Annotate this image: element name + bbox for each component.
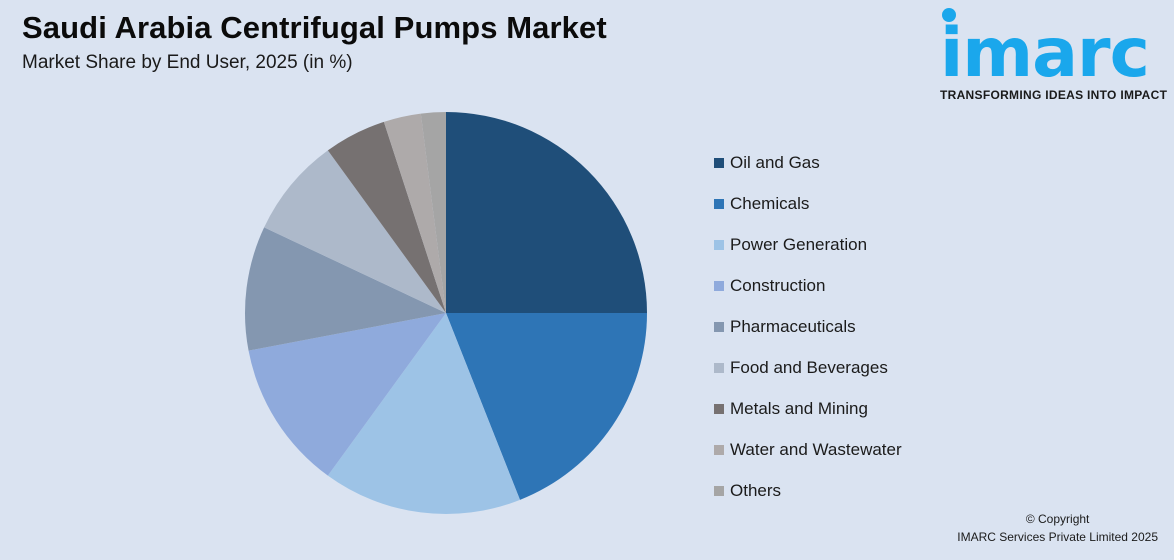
legend-swatch (714, 404, 724, 414)
legend-label: Others (730, 480, 782, 500)
legend-label: Power Generation (730, 234, 868, 254)
pie-slice-chemicals (446, 313, 647, 500)
legend-swatch (714, 199, 724, 209)
pie-slice-food-and-beverages (264, 150, 446, 313)
pie-slice-pharmaceuticals (245, 227, 446, 351)
legend-swatch (714, 240, 724, 250)
pie-slice-metals-and-mining (327, 121, 446, 313)
legend-item-pharmaceuticals: Pharmaceuticals (714, 306, 902, 347)
pie-slice-construction (248, 313, 446, 476)
legend-label: Oil and Gas (730, 152, 820, 172)
copyright-notice: © Copyright IMARC Services Private Limit… (957, 510, 1158, 546)
logo-tagline: TRANSFORMING IDEAS INTO IMPACT (940, 88, 1168, 102)
pie-slice-water-and-wastewater (383, 113, 446, 313)
legend-label: Construction (730, 275, 826, 295)
legend-label: Pharmaceuticals (730, 316, 856, 336)
logo-dot-icon (942, 8, 956, 22)
legend-item-others: Others (714, 470, 902, 511)
imarc-logo: imarc TRANSFORMING IDEAS INTO IMPACT (938, 6, 1168, 106)
legend-item-water-and-wastewater: Water and Wastewater (714, 429, 902, 470)
legend-swatch (714, 363, 724, 373)
pie-slice-oil-and-gas (446, 112, 647, 313)
legend-item-construction: Construction (714, 265, 902, 306)
chart-subtitle: Market Share by End User, 2025 (in %) (22, 52, 353, 73)
legend-item-oil-and-gas: Oil and Gas (714, 142, 902, 183)
legend-item-power-generation: Power Generation (714, 224, 902, 265)
logo-wordmark: imarc (940, 14, 1150, 93)
copyright-line-1: © Copyright (1025, 512, 1090, 526)
pie-slices (245, 112, 647, 514)
legend-swatch (714, 445, 724, 455)
legend-item-metals-and-mining: Metals and Mining (714, 388, 902, 429)
legend-swatch (714, 322, 724, 332)
legend-item-food-and-beverages: Food and Beverages (714, 347, 902, 388)
copyright-line-2: IMARC Services Private Limited 2025 (957, 530, 1158, 544)
pie-slice-others (420, 112, 446, 313)
chart-title: Saudi Arabia Centrifugal Pumps Market (22, 10, 607, 45)
legend-label: Chemicals (730, 193, 810, 213)
pie-slice-power-generation (327, 313, 520, 514)
legend-swatch (714, 486, 724, 496)
legend-label: Metals and Mining (730, 398, 868, 418)
chart-legend: Oil and Gas Chemicals Power Generation C… (714, 142, 902, 511)
legend-item-chemicals: Chemicals (714, 183, 902, 224)
legend-swatch (714, 281, 724, 291)
legend-label: Food and Beverages (730, 357, 888, 377)
legend-swatch (714, 158, 724, 168)
legend-label: Water and Wastewater (730, 439, 902, 459)
